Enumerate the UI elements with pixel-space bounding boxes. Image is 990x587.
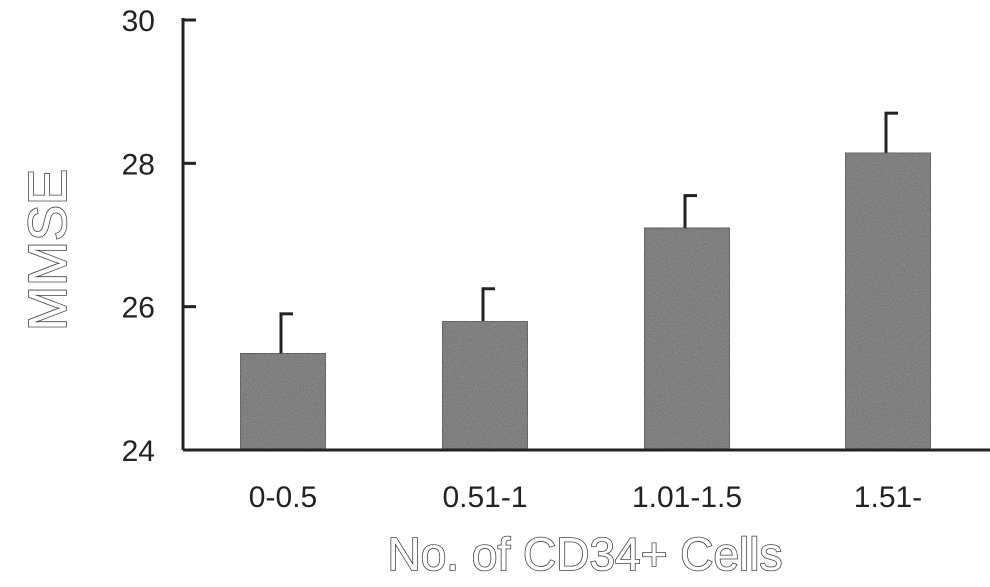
y-axis-title: MMSE <box>18 169 78 331</box>
x-tick-labels: 0-0.5 0.51-1 1.01-1.5 1.51- <box>249 481 922 514</box>
bars <box>239 151 932 451</box>
x-tick-label: 1.01-1.5 <box>632 481 742 514</box>
y-tick-label: 28 <box>122 148 155 181</box>
bar <box>643 227 731 451</box>
x-tick-label: 0.51-1 <box>442 481 527 514</box>
x-tick-label: 1.51- <box>854 481 922 514</box>
x-tick-label: 0-0.5 <box>249 481 317 514</box>
x-axis-title: No. of CD34+ Cells <box>388 528 783 580</box>
bar <box>844 151 932 451</box>
bar <box>441 320 529 451</box>
bar <box>239 352 327 451</box>
y-tick-label: 24 <box>122 435 155 468</box>
y-tick-label: 26 <box>122 292 155 325</box>
y-ticks: 24 26 28 30 <box>122 5 196 468</box>
y-tick-label: 30 <box>122 5 155 38</box>
error-bars <box>279 111 898 354</box>
